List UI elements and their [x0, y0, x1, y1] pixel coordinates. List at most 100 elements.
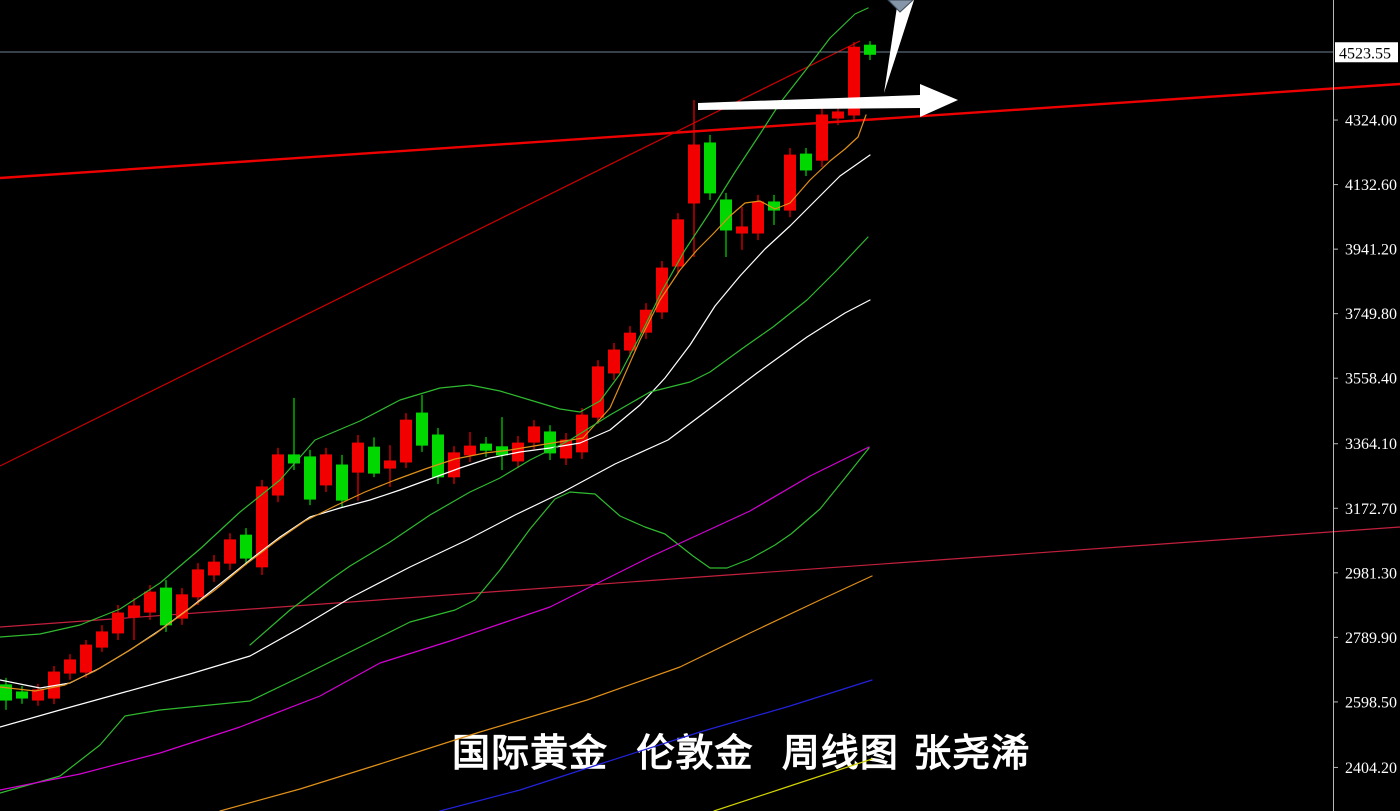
candle-body-up: [224, 539, 236, 564]
candle: [16, 685, 28, 704]
candle-body-up: [576, 414, 588, 453]
candle-body-up: [464, 445, 476, 456]
magenta-long-ma: [0, 446, 870, 791]
candle-body-up: [256, 486, 268, 568]
candle-body-up: [320, 454, 332, 486]
candle-body-up: [400, 419, 412, 463]
candle-body-up: [384, 460, 396, 469]
candle-body-down: [480, 443, 492, 451]
candle-body-up: [848, 46, 860, 116]
white-slow-ma: [0, 299, 871, 728]
candle-body-up: [560, 439, 572, 459]
candle-body-up: [640, 309, 652, 333]
candle-body-up: [96, 631, 108, 648]
candle: [864, 41, 876, 61]
candle-body-down: [432, 434, 444, 478]
candle-body-down: [240, 534, 252, 559]
candle: [128, 598, 140, 641]
candle: [80, 640, 92, 678]
candle: [208, 555, 220, 583]
trend-lines-layer: [0, 40, 1400, 628]
orange-fast-ma: [0, 114, 867, 692]
thin-red-trendline[interactable]: [0, 40, 861, 467]
candle-body-down: [416, 412, 428, 446]
candle: [320, 447, 332, 492]
candle: [192, 563, 204, 605]
candle-body-up: [112, 612, 124, 634]
axis-tick-label: 3941.20: [1345, 242, 1397, 259]
candle-body-down: [160, 587, 172, 626]
candle-body-down: [368, 446, 380, 474]
candle-body-up: [208, 561, 220, 576]
candle: [160, 580, 172, 632]
candle-body-down: [336, 464, 348, 501]
candle: [752, 194, 764, 241]
candle-body-up: [688, 144, 700, 204]
candle: [0, 677, 12, 710]
candle: [704, 134, 716, 200]
candle-body-up: [736, 226, 748, 234]
candle-body-up: [784, 154, 796, 211]
candle-body-up: [128, 605, 140, 618]
candle: [528, 420, 540, 450]
candle: [496, 417, 508, 471]
axis-tick-label: 2789.90: [1345, 630, 1397, 647]
diagonal-white-arrow-shaft[interactable]: [884, 0, 914, 93]
yellow-long-ma: [713, 758, 873, 811]
candle: [672, 213, 684, 274]
candle-body-up: [64, 659, 76, 674]
candle-body-up: [144, 591, 156, 613]
upper-band-green: [0, 7, 869, 638]
candle-body-up: [816, 114, 828, 161]
candle: [816, 107, 828, 167]
price-axis[interactable]: 4324.00 4132.60 3941.20 3749.80 3558.40 3364.…: [1333, 0, 1397, 811]
indicator-lines-layer: [0, 7, 873, 811]
candle: [256, 479, 268, 575]
current-price-tag-box: [1335, 42, 1398, 63]
candle: [144, 585, 156, 620]
candle-body-up: [448, 452, 460, 478]
candle-body-up: [192, 569, 204, 598]
candle-body-up: [672, 219, 684, 267]
candle: [416, 394, 428, 452]
candle: [224, 533, 236, 570]
axis-tick-label: 3749.80: [1345, 306, 1397, 323]
axis-tick-label: 4324.00: [1345, 113, 1397, 130]
candle-body-up: [832, 111, 844, 119]
candle: [352, 435, 364, 501]
candle-body-down: [800, 153, 812, 171]
candle-body-down: [864, 44, 876, 55]
candle: [592, 360, 604, 424]
candle: [368, 437, 380, 478]
candle-body-up: [592, 366, 604, 418]
lower-band-green: [0, 447, 870, 794]
orange-long-ma: [219, 575, 873, 811]
annotations-layer: [698, 0, 958, 117]
candle-body-up: [176, 594, 188, 619]
watermark-text: 国际黄金 伦敦金 周线图 张尧浠: [452, 731, 1031, 775]
gray-arrowhead[interactable]: [887, 0, 914, 13]
candle-body-up: [608, 349, 620, 374]
candle: [304, 449, 316, 506]
candle-body-up: [352, 442, 364, 473]
candle: [336, 454, 348, 508]
candle: [464, 431, 476, 462]
candle: [688, 100, 700, 257]
crimson-trendline[interactable]: [0, 526, 1400, 628]
candle: [576, 408, 588, 459]
horizontal-white-arrow[interactable]: [698, 84, 958, 117]
current-price-tag-label: 4523.55: [1339, 45, 1391, 62]
candle: [448, 446, 460, 484]
current-price-tag: 4523.55: [1335, 42, 1398, 63]
candle: [400, 413, 412, 469]
candle-body-down: [0, 684, 12, 701]
candle-body-down: [720, 199, 732, 231]
candle: [176, 588, 188, 625]
candle-body-down: [288, 454, 300, 464]
axis-tick-label: 2598.50: [1345, 694, 1397, 711]
axis-tick-label: 2404.20: [1345, 760, 1397, 777]
axis-tick-label: 3364.10: [1345, 436, 1397, 453]
thick-red-trendline[interactable]: [0, 82, 1400, 180]
